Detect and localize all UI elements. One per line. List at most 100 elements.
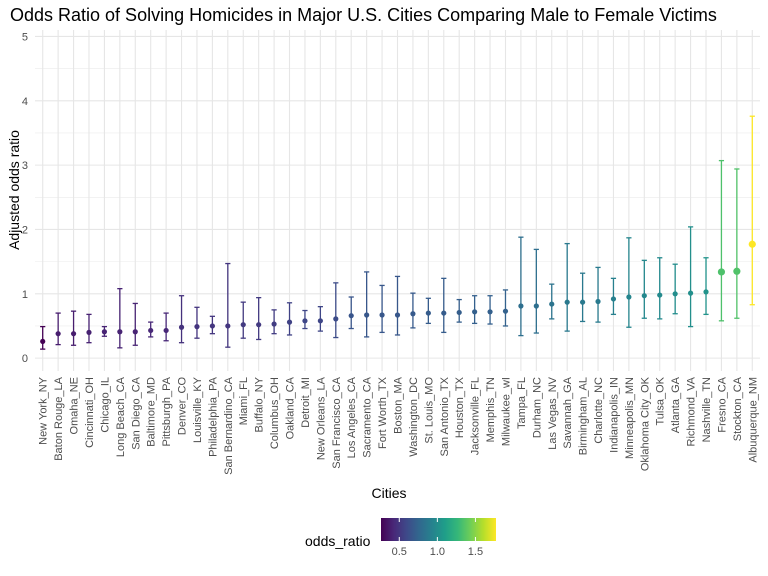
x-tick-label: Durham_NC [531,377,543,438]
x-tick-label: Miami_FL [238,377,250,425]
x-axis-ticks: New York_NY Baton Rouge_LA Omaha_NE Cincinn… [38,376,760,475]
data-point [286,319,293,325]
legend-ticks: 0.5 1.0 1.5 [392,518,483,558]
data-point [472,309,478,315]
x-tick-label: Long Beach_CA [115,376,127,457]
data-point [610,296,617,302]
chart-title: Odds Ratio of Solving Homicides in Major… [10,5,717,25]
x-tick-label: Milwaukee_wI [500,377,512,446]
data-point [317,318,323,324]
x-tick-label: San Antonio_TX [439,376,451,456]
y-axis-ticks: 0 1 2 3 4 5 [22,31,28,365]
x-tick-label: New Orleans_LA [315,376,327,460]
x-tick-label: Oklahoma City_OK [639,376,651,471]
data-point [117,329,123,335]
x-tick-label: New York_NY [38,376,50,445]
x-tick-label: Fresno_CA [716,376,728,432]
data-point [703,289,709,295]
data-point [40,338,46,345]
data-point [256,322,262,328]
x-tick-label: Minneapolis_MN [624,377,636,459]
data-point [425,310,431,316]
data-point [194,324,200,330]
y-axis-title: Adjusted odds ratio [6,130,22,250]
y-tick-label: 3 [22,160,28,172]
x-tick-label: Omaha_NE [69,377,81,434]
x-tick-label: Jacksonville_FL [470,377,482,455]
data-point [163,327,169,334]
y-tick-label: 0 [22,353,28,365]
x-tick-label: Detroit_MI [300,377,312,428]
x-tick-label: Denver_CO [177,377,189,436]
x-tick-label: Louisville_KY [192,376,204,443]
data-point [394,312,401,318]
data-point [86,329,92,335]
x-tick-label: Pittsburgh_PA [161,376,173,446]
x-tick-label: Fort Worth_TX [377,376,389,449]
x-tick-label: Columbus_OH [269,377,281,449]
data-point [580,299,586,305]
data-point [487,309,493,315]
data-point [132,329,138,335]
data-point [379,312,385,318]
data-point [271,321,277,327]
x-tick-label: Washington_DC [408,377,420,457]
data-point [641,293,647,299]
x-tick-label: Philadelphia_PA [207,376,219,457]
data-point [672,291,678,297]
y-tick-label: 2 [22,224,28,236]
data-point [70,331,77,337]
y-tick-label: 5 [22,31,28,43]
data-point [240,322,246,328]
x-tick-label: San Diego_CA [130,376,142,449]
data-point [148,327,154,334]
data-point [441,310,447,316]
data-point [533,303,539,309]
legend-colorbar [381,518,496,541]
data-point [348,313,354,319]
data-point [364,312,370,318]
x-tick-label: Baton Rouge_LA [53,376,65,460]
data-point [549,301,555,307]
data-point [748,240,756,248]
x-tick-label: Los Angeles_CA [346,376,358,458]
data-point [225,323,231,329]
data-point [333,316,339,322]
x-tick-label: Albuquerque_NM [747,377,759,463]
data-point [55,331,61,337]
data-point [687,290,694,296]
data-point [717,268,726,276]
x-tick-label: San Bernardino_CA [223,376,235,475]
x-tick-label: Las Vegas_NV [547,376,559,449]
x-tick-label: Boston_MA [393,376,405,434]
x-tick-label: Savannah_GA [562,376,574,448]
legend-tick-label: 1.5 [468,546,483,558]
data-point [101,329,108,335]
x-tick-label: Buffalo_NY [254,376,266,432]
data-point [456,309,462,316]
x-tick-label: Stockton_CA [732,376,744,441]
x-tick-label: Tampa_FL [516,377,528,429]
x-tick-label: Indianapolis_IN [608,377,620,453]
data-point [564,299,570,305]
x-tick-label: Atlanta_GA [670,376,682,433]
data-point [626,294,632,300]
color-legend: odds_ratio 0.5 1.0 1.5 [305,518,496,558]
legend-title: odds_ratio [305,533,371,549]
error-bars [40,115,755,350]
data-point [178,324,185,330]
x-tick-label: Houston_TX [454,376,466,438]
y-tick-label: 4 [22,96,28,108]
legend-tick-label: 1.0 [430,546,445,558]
data-point [502,308,509,314]
x-tick-label: Nashville_TN [701,377,713,442]
data-points [40,240,756,345]
x-tick-label: Cincinnati_OH [84,377,96,448]
x-tick-label: Chicago_IL [99,377,111,433]
x-tick-label: Richmond_VA [686,376,698,446]
x-tick-label: St. Louis_MO [423,377,435,444]
x-tick-label: Charlotte_NC [593,377,605,444]
data-point [410,311,416,317]
x-tick-label: Birmingham_AL [578,377,590,455]
